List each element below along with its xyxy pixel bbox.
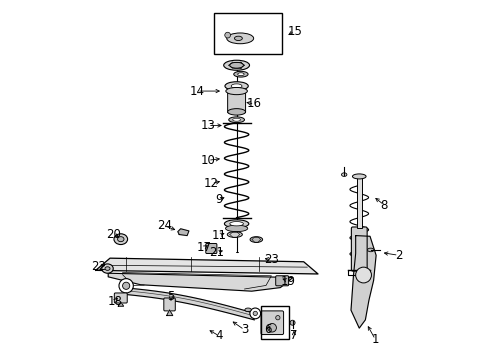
- Bar: [356, 176, 361, 228]
- Ellipse shape: [114, 234, 127, 244]
- Text: 9: 9: [215, 193, 223, 206]
- Text: 13: 13: [200, 119, 215, 132]
- Bar: [260, 306, 288, 338]
- Polygon shape: [108, 273, 292, 291]
- Ellipse shape: [225, 225, 247, 231]
- FancyBboxPatch shape: [351, 227, 366, 271]
- Ellipse shape: [249, 237, 262, 242]
- Text: 10: 10: [200, 154, 215, 167]
- Ellipse shape: [229, 62, 243, 68]
- Ellipse shape: [237, 73, 244, 76]
- Circle shape: [224, 32, 230, 38]
- Text: 14: 14: [189, 85, 204, 98]
- Ellipse shape: [229, 222, 243, 226]
- Text: 21: 21: [208, 246, 224, 259]
- Text: 22: 22: [90, 260, 105, 273]
- Circle shape: [289, 320, 294, 325]
- Ellipse shape: [341, 173, 346, 176]
- Circle shape: [275, 316, 280, 320]
- Text: 18: 18: [107, 295, 122, 308]
- Ellipse shape: [224, 220, 248, 228]
- Circle shape: [355, 267, 371, 283]
- Text: 23: 23: [264, 253, 278, 266]
- FancyBboxPatch shape: [261, 311, 283, 334]
- Ellipse shape: [227, 109, 245, 115]
- Bar: [214, 13, 282, 54]
- Ellipse shape: [233, 71, 247, 77]
- Polygon shape: [122, 288, 255, 320]
- Ellipse shape: [367, 248, 373, 252]
- Ellipse shape: [223, 60, 249, 70]
- Text: 2: 2: [394, 249, 402, 262]
- Text: 19: 19: [280, 275, 295, 288]
- Circle shape: [119, 279, 133, 293]
- Text: 24: 24: [157, 219, 172, 233]
- Text: 8: 8: [380, 199, 387, 212]
- Ellipse shape: [105, 267, 110, 270]
- Circle shape: [249, 308, 260, 319]
- Text: 4: 4: [215, 329, 223, 342]
- Text: 1: 1: [371, 333, 378, 346]
- FancyBboxPatch shape: [163, 298, 175, 311]
- Polygon shape: [178, 229, 188, 235]
- Ellipse shape: [244, 308, 251, 312]
- Circle shape: [267, 323, 276, 332]
- Ellipse shape: [227, 231, 242, 237]
- Text: 17: 17: [197, 241, 211, 254]
- Text: 16: 16: [246, 98, 262, 111]
- Text: 7: 7: [290, 329, 297, 342]
- Ellipse shape: [102, 264, 113, 273]
- Text: 11: 11: [211, 229, 226, 242]
- Circle shape: [253, 311, 257, 316]
- Circle shape: [122, 282, 129, 289]
- Polygon shape: [96, 258, 317, 274]
- Ellipse shape: [232, 118, 240, 121]
- FancyBboxPatch shape: [205, 243, 217, 253]
- Ellipse shape: [226, 33, 253, 44]
- Text: 6: 6: [264, 323, 271, 336]
- Text: 12: 12: [203, 177, 219, 190]
- Ellipse shape: [224, 82, 248, 90]
- FancyBboxPatch shape: [114, 293, 127, 303]
- FancyBboxPatch shape: [227, 90, 245, 113]
- Ellipse shape: [234, 36, 242, 41]
- Ellipse shape: [352, 174, 366, 179]
- Text: 3: 3: [240, 323, 248, 336]
- Text: 20: 20: [106, 228, 121, 241]
- Ellipse shape: [117, 237, 124, 242]
- Ellipse shape: [228, 117, 244, 123]
- Polygon shape: [118, 302, 123, 306]
- Polygon shape: [350, 235, 375, 328]
- FancyBboxPatch shape: [275, 276, 288, 286]
- Polygon shape: [166, 310, 172, 316]
- Text: 5: 5: [167, 290, 174, 303]
- Ellipse shape: [225, 87, 247, 95]
- Ellipse shape: [231, 84, 242, 88]
- Text: 15: 15: [286, 25, 302, 38]
